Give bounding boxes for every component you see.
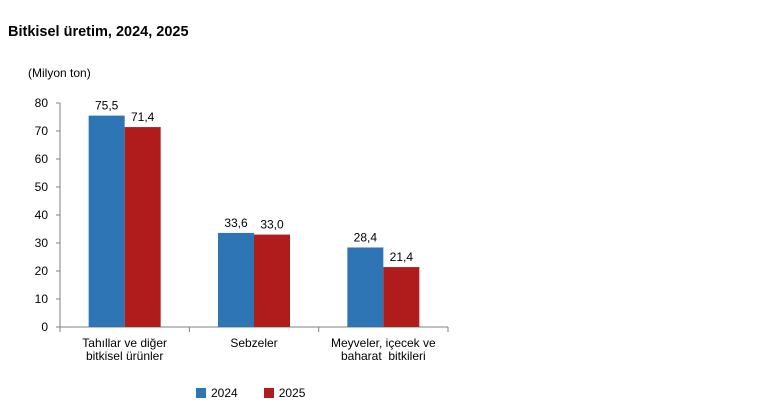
legend-swatch-2025	[263, 388, 274, 398]
y-tick-label: 80	[35, 96, 49, 110]
bar-2025	[124, 127, 161, 327]
y-tick-label: 70	[35, 124, 49, 138]
legend-label-2024: 2024	[211, 386, 238, 400]
bar-2024	[88, 115, 125, 327]
data-label-2025: 21,4	[390, 250, 414, 264]
chart-legend: 2024 2025	[196, 386, 305, 400]
data-label-2024: 28,4	[354, 230, 378, 244]
x-category-label: bitkisel ürünler	[86, 349, 163, 363]
data-label-2025: 33,0	[260, 218, 284, 232]
x-category-label: baharat bitkileri	[341, 349, 426, 363]
y-tick-label: 60	[35, 152, 49, 166]
y-tick-label: 30	[35, 236, 49, 250]
y-tick-label: 0	[41, 320, 48, 334]
y-tick-label: 20	[35, 264, 49, 278]
legend-swatch-2024	[196, 388, 206, 398]
x-category-label: Sebzeler	[230, 336, 277, 350]
data-label-2024: 33,6	[224, 216, 248, 230]
bar-2024	[218, 232, 254, 327]
bar-2024	[347, 247, 384, 327]
y-axis-unit-label: (Milyon ton)	[28, 66, 91, 80]
bar-2025	[383, 267, 420, 327]
legend-label-2025: 2025	[278, 386, 306, 400]
legend-item-2024: 2024	[196, 386, 238, 400]
y-tick-label: 40	[35, 208, 49, 222]
data-label-2025: 71,4	[131, 110, 155, 124]
y-tick-label: 10	[35, 292, 49, 306]
x-category-label: Meyveler, içecek ve	[331, 336, 436, 350]
y-tick-label: 50	[35, 180, 49, 194]
x-category-label: Tahıllar ve diğer	[82, 336, 167, 350]
chart-title: Bitkisel üretim, 2024, 2025	[8, 24, 189, 40]
data-label-2024: 75,5	[95, 99, 119, 113]
legend-item-2025: 2025	[263, 386, 306, 400]
bar-2025	[254, 234, 290, 327]
